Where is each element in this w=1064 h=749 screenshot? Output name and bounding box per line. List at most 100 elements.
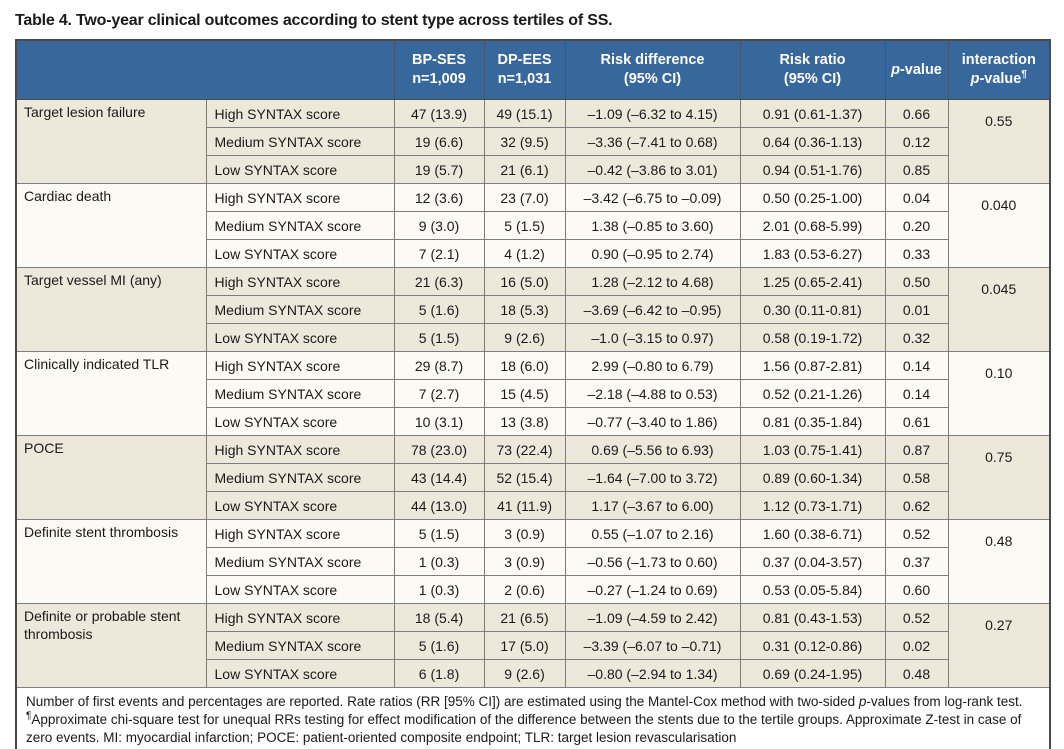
dp-ees-value: 21 (6.1) bbox=[483, 155, 566, 184]
tertile-cell: High SYNTAX score bbox=[205, 351, 395, 380]
outcome-cell: Clinically indicated TLR bbox=[15, 351, 207, 436]
interaction-p-cell: 0.10 bbox=[947, 351, 1051, 436]
table-row: Medium SYNTAX score 7 (2.7) 15 (4.5) –2.18 … bbox=[16, 379, 1050, 408]
bp-ses-value: 6 (1.8) bbox=[393, 659, 485, 688]
header-line: (95% CI) bbox=[623, 71, 682, 87]
p-rest: -value bbox=[979, 71, 1022, 87]
header-line: DP-EES bbox=[497, 52, 552, 69]
header-line: BP-SES bbox=[412, 52, 466, 69]
tertile-cell: Medium SYNTAX score bbox=[205, 463, 395, 492]
risk-ratio-value: 0.81 (0.35-1.84) bbox=[739, 407, 886, 436]
table-row: Medium SYNTAX score 43 (14.4) 52 (15.4) –1.… bbox=[16, 463, 1050, 492]
bp-ses-value: 5 (1.6) bbox=[393, 295, 485, 324]
header-risk-ratio: Risk ratio (95% CI) bbox=[739, 39, 886, 100]
bp-ses-value: 9 (3.0) bbox=[393, 211, 485, 240]
risk-diff-value: –0.56 (–1.73 to 0.60) bbox=[564, 547, 741, 576]
bp-ses-value: 12 (3.6) bbox=[393, 183, 485, 212]
tertile-cell: Medium SYNTAX score bbox=[205, 211, 395, 240]
risk-ratio-value: 0.52 (0.21-1.26) bbox=[739, 379, 886, 408]
dp-ees-value: 3 (0.9) bbox=[483, 547, 566, 576]
p-value-cell: 0.66 bbox=[884, 99, 949, 128]
bp-ses-value: 10 (3.1) bbox=[393, 407, 485, 436]
p-value-cell: 0.02 bbox=[884, 631, 949, 660]
risk-ratio-value: 0.37 (0.04-3.57) bbox=[739, 547, 886, 576]
p-value-cell: 0.52 bbox=[884, 519, 949, 548]
risk-diff-value: –0.80 (–2.94 to 1.34) bbox=[564, 659, 741, 688]
bp-ses-value: 7 (2.1) bbox=[393, 239, 485, 268]
p-value-cell: 0.04 bbox=[884, 183, 949, 212]
p-value-cell: 0.58 bbox=[884, 463, 949, 492]
bp-ses-value: 47 (13.9) bbox=[393, 99, 485, 128]
p-value-cell: 0.37 bbox=[884, 547, 949, 576]
bp-ses-value: 1 (0.3) bbox=[393, 547, 485, 576]
footnote-text: Approximate chi-square test for unequal … bbox=[26, 712, 1022, 746]
outcome-cell: Definite stent thrombosis bbox=[15, 519, 207, 604]
p-value-cell: 0.85 bbox=[884, 155, 949, 184]
dp-ees-value: 18 (6.0) bbox=[483, 351, 566, 380]
dp-ees-value: 23 (7.0) bbox=[483, 183, 566, 212]
dp-ees-value: 16 (5.0) bbox=[483, 267, 566, 296]
risk-ratio-value: 1.12 (0.73-1.71) bbox=[739, 491, 886, 520]
dp-ees-value: 2 (0.6) bbox=[483, 575, 566, 604]
table-row: Target vessel MI (any) High SYNTAX score 2… bbox=[15, 267, 1051, 352]
bp-ses-value: 44 (13.0) bbox=[393, 491, 485, 520]
dp-ees-value: 13 (3.8) bbox=[483, 407, 566, 436]
dp-ees-value: 21 (6.5) bbox=[483, 603, 566, 632]
tertile-cell: Medium SYNTAX score bbox=[205, 127, 395, 156]
risk-ratio-value: 1.25 (0.65-2.41) bbox=[739, 267, 886, 296]
table-row: Low SYNTAX score 44 (13.0) 41 (11.9) 1.17 (… bbox=[16, 491, 1050, 520]
risk-diff-value: 1.38 (–0.85 to 3.60) bbox=[564, 211, 741, 240]
dp-ees-value: 17 (5.0) bbox=[483, 631, 566, 660]
risk-diff-value: 0.90 (–0.95 to 2.74) bbox=[564, 239, 741, 268]
risk-ratio-value: 0.91 (0.61-1.37) bbox=[739, 99, 886, 128]
table-row: Low SYNTAX score 6 (1.8) 9 (2.6) –0.80 (–2.… bbox=[16, 659, 1050, 688]
footnote-text: -values from log-rank test. bbox=[866, 694, 1023, 709]
header-line: (95% CI) bbox=[783, 71, 842, 87]
bp-ses-value: 18 (5.4) bbox=[393, 603, 485, 632]
header-line: n=1,031 bbox=[497, 71, 552, 87]
risk-diff-value: –0.42 (–3.86 to 3.01) bbox=[564, 155, 741, 184]
tertile-cell: Medium SYNTAX score bbox=[205, 295, 395, 324]
interaction-p-cell: 0.27 bbox=[947, 603, 1051, 688]
tertile-cell: Low SYNTAX score bbox=[205, 659, 395, 688]
outcome-cell: Target vessel MI (any) bbox=[15, 267, 207, 352]
p-value-cell: 0.52 bbox=[884, 603, 949, 632]
risk-ratio-value: 0.53 (0.05-5.84) bbox=[739, 575, 886, 604]
table-row: Definite stent thrombosis High SYNTAX sco… bbox=[15, 519, 1051, 604]
p-value-cell: 0.14 bbox=[884, 351, 949, 380]
tertile-cell: High SYNTAX score bbox=[205, 435, 395, 464]
risk-ratio-value: 0.81 (0.43-1.53) bbox=[739, 603, 886, 632]
risk-ratio-value: 0.58 (0.19-1.72) bbox=[739, 323, 886, 352]
table-row: Cardiac death High SYNTAX score 12 (3.6) 23… bbox=[15, 183, 1051, 268]
table-row: POCE High SYNTAX score 78 (23.0) 73 (22.4) 0… bbox=[15, 435, 1051, 520]
risk-ratio-value: 0.50 (0.25-1.00) bbox=[739, 183, 886, 212]
risk-ratio-value: 0.64 (0.36-1.13) bbox=[739, 127, 886, 156]
bp-ses-value: 43 (14.4) bbox=[393, 463, 485, 492]
table-row: Target lesion failure High SYNTAX score 47… bbox=[15, 99, 1051, 184]
dp-ees-value: 15 (4.5) bbox=[483, 379, 566, 408]
tertile-cell: High SYNTAX score bbox=[205, 603, 395, 632]
p-value-cell: 0.14 bbox=[884, 379, 949, 408]
tertile-cell: Low SYNTAX score bbox=[205, 323, 395, 352]
header-risk-difference: Risk difference (95% CI) bbox=[564, 39, 741, 100]
table-row: Definite or probable stent thrombosis Hig… bbox=[15, 603, 1051, 688]
risk-ratio-value: 1.60 (0.38-6.71) bbox=[739, 519, 886, 548]
tertile-cell: Medium SYNTAX score bbox=[205, 379, 395, 408]
p-value-cell: 0.61 bbox=[884, 407, 949, 436]
tertile-cell: High SYNTAX score bbox=[205, 267, 395, 296]
header-line: Risk difference bbox=[600, 52, 705, 69]
risk-diff-value: –1.09 (–4.59 to 2.42) bbox=[564, 603, 741, 632]
table-row: Low SYNTAX score 10 (3.1) 13 (3.8) –0.77 (–… bbox=[16, 407, 1050, 436]
risk-diff-value: –2.18 (–4.88 to 0.53) bbox=[564, 379, 741, 408]
header-row: BP-SES n=1,009 DP-EES n=1,031 Risk diffe… bbox=[15, 39, 1051, 100]
risk-diff-value: –3.69 (–6.42 to –0.95) bbox=[564, 295, 741, 324]
table-row: Medium SYNTAX score 5 (1.6) 18 (5.3) –3.69 … bbox=[16, 295, 1050, 324]
risk-diff-value: 0.69 (–5.56 to 6.93) bbox=[564, 435, 741, 464]
risk-ratio-value: 0.89 (0.60-1.34) bbox=[739, 463, 886, 492]
interaction-p-cell: 0.045 bbox=[947, 267, 1051, 352]
p-value-cell: 0.33 bbox=[884, 239, 949, 268]
outcome-cell: Target lesion failure bbox=[15, 99, 207, 184]
risk-ratio-value: 1.56 (0.87-2.81) bbox=[739, 351, 886, 380]
risk-diff-value: –0.77 (–3.40 to 1.86) bbox=[564, 407, 741, 436]
